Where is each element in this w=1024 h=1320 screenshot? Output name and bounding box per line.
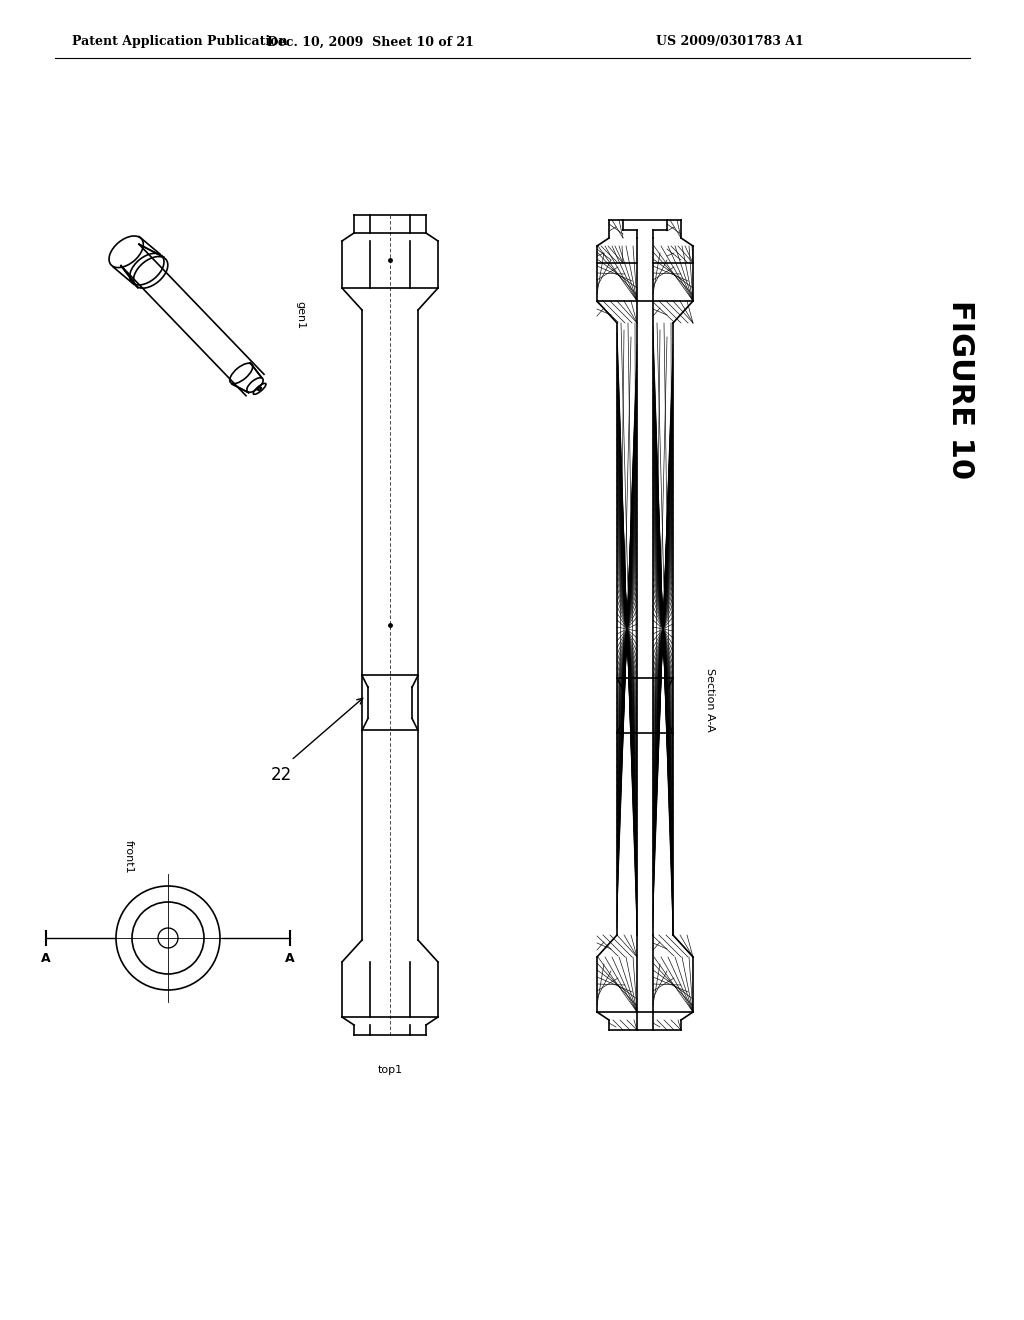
Text: FIGURE 10: FIGURE 10 [945, 301, 975, 479]
Text: top1: top1 [378, 1065, 402, 1074]
Text: Section A-A: Section A-A [705, 668, 715, 731]
Text: Dec. 10, 2009  Sheet 10 of 21: Dec. 10, 2009 Sheet 10 of 21 [266, 36, 473, 49]
Text: gen1: gen1 [295, 301, 305, 329]
Text: Patent Application Publication: Patent Application Publication [72, 36, 288, 49]
Text: front1: front1 [124, 841, 134, 874]
Text: US 2009/0301783 A1: US 2009/0301783 A1 [656, 36, 804, 49]
Text: A: A [41, 952, 51, 965]
Text: A: A [286, 952, 295, 965]
Text: 22: 22 [270, 767, 292, 784]
